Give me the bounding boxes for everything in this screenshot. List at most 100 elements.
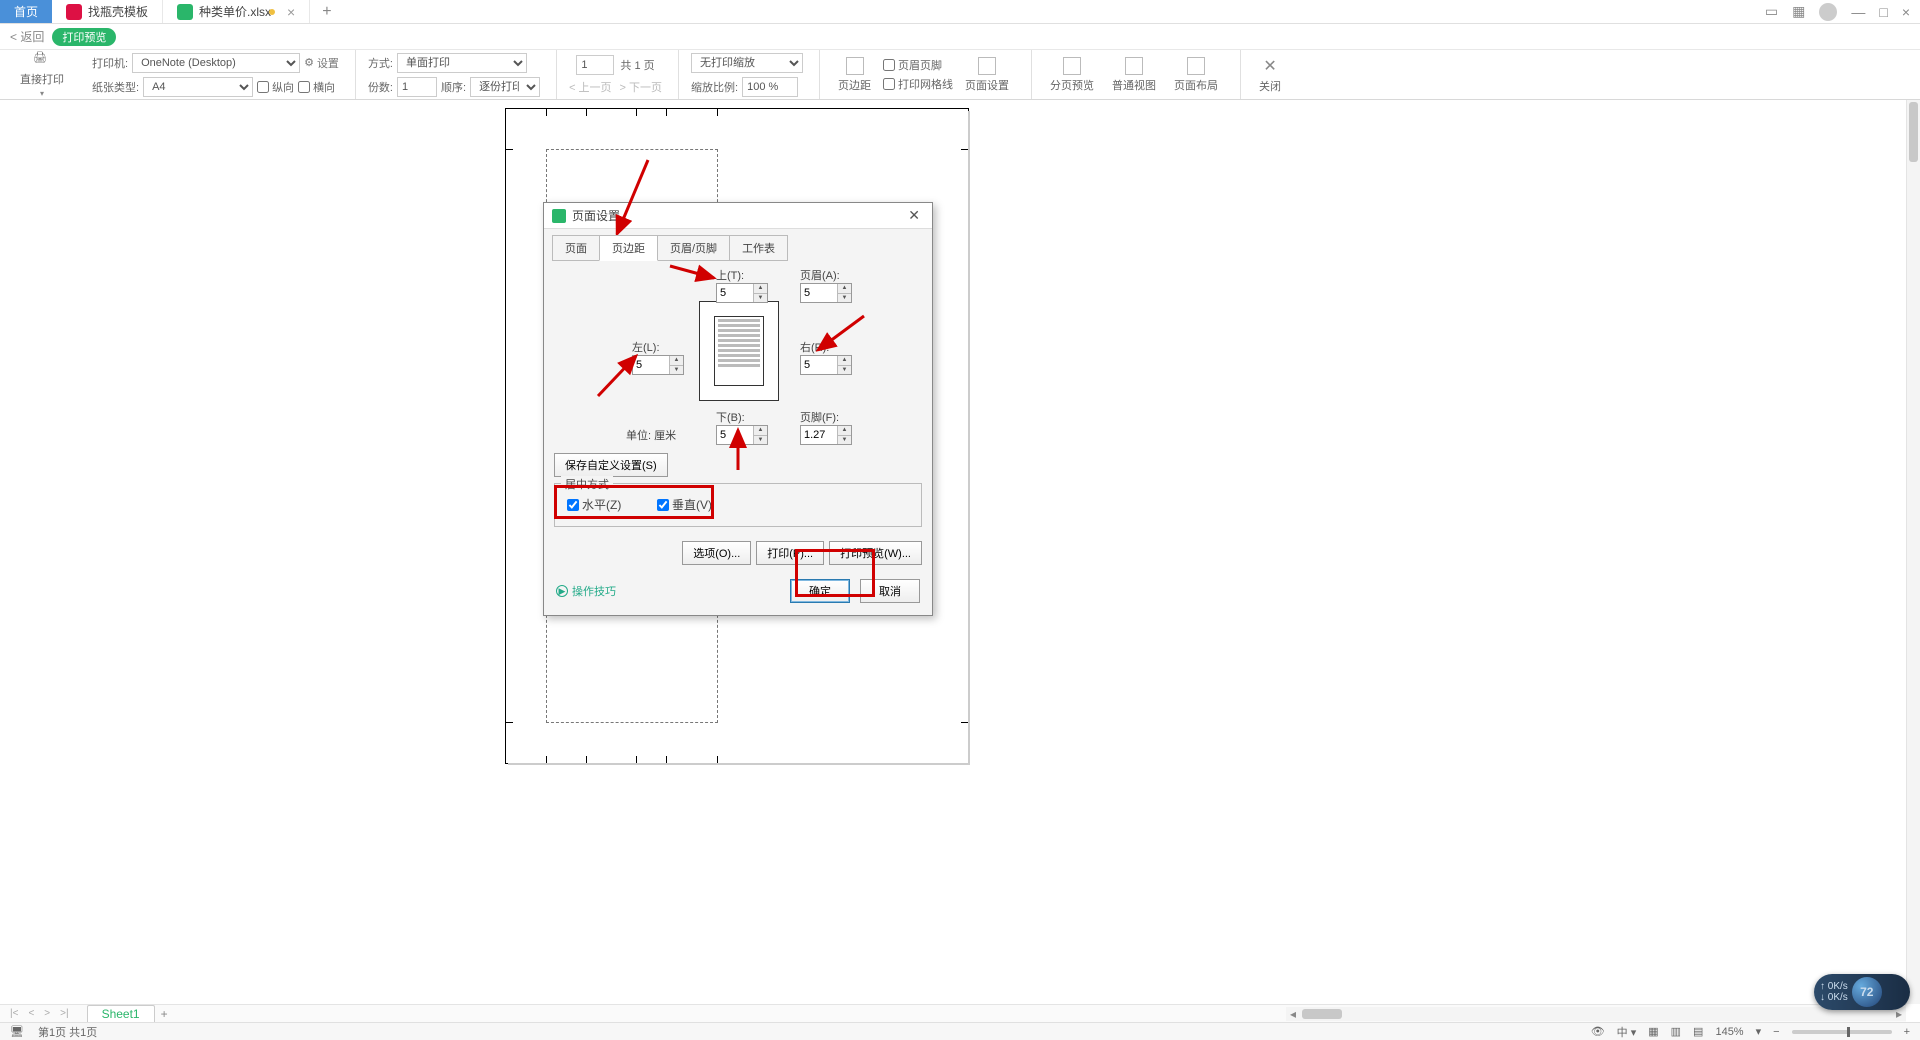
- vcenter-checkbox[interactable]: 垂直(V): [657, 496, 712, 513]
- titlebar: 首页 找瓶壳模板 种类单价.xlsx × + ▭ ▦ — □ ×: [0, 0, 1920, 24]
- left-spinner[interactable]: ▲▼: [632, 355, 684, 375]
- printer-icon: 🖨: [33, 51, 51, 69]
- page-input[interactable]: [576, 55, 614, 75]
- save-custom-button[interactable]: 保存自定义设置(S): [554, 453, 668, 477]
- grid-icon[interactable]: ▦: [1792, 3, 1805, 20]
- ime-icon[interactable]: 中 ▾: [1617, 1024, 1637, 1040]
- right-input[interactable]: [801, 356, 837, 374]
- top-spinner[interactable]: ▲▼: [716, 283, 768, 303]
- margin-preview: [699, 301, 779, 401]
- unsaved-dot: [269, 9, 275, 15]
- margins-icon: [846, 57, 864, 75]
- widget-speeds: ↑ 0K/s ↓ 0K/s: [1820, 981, 1848, 1003]
- app-icon-green: [177, 4, 193, 20]
- close-window-icon[interactable]: ×: [1902, 4, 1910, 20]
- sheet-tab[interactable]: Sheet1: [87, 1005, 155, 1022]
- zoom-in[interactable]: +: [1904, 1026, 1910, 1038]
- preview-area: [0, 100, 1906, 1004]
- tab-new[interactable]: +: [310, 0, 343, 23]
- sheet-nav[interactable]: |<<>>|: [0, 1008, 79, 1019]
- view3-icon[interactable]: ▤: [1693, 1025, 1703, 1038]
- sheet-bar: |<<>>| Sheet1 + ◂ ▸: [0, 1004, 1906, 1022]
- normalview-button[interactable]: 普通视图: [1106, 57, 1162, 93]
- maximize-icon[interactable]: □: [1879, 4, 1887, 20]
- headerfooter-checkbox[interactable]: 页眉页脚: [883, 57, 953, 73]
- tab-document-label: 种类单价.xlsx: [199, 3, 271, 20]
- cancel-button[interactable]: 取消: [860, 579, 920, 603]
- scale-input[interactable]: [742, 77, 798, 97]
- header-spinner[interactable]: ▲▼: [800, 283, 852, 303]
- normal-icon: [1125, 57, 1143, 75]
- view1-icon[interactable]: ▦: [1648, 1025, 1658, 1038]
- copies-label: 份数:: [368, 79, 393, 95]
- vertical-scrollbar[interactable]: [1906, 100, 1920, 1004]
- margins-button[interactable]: 页边距: [832, 57, 877, 93]
- tab-home-label: 首页: [14, 3, 38, 20]
- printer-select[interactable]: OneNote (Desktop): [132, 53, 300, 73]
- tips-link[interactable]: ▶操作技巧: [556, 583, 616, 599]
- layout-icon: [1187, 57, 1205, 75]
- tab-headerfooter[interactable]: 页眉/页脚: [657, 235, 730, 261]
- header-input[interactable]: [801, 284, 837, 302]
- sheet-add[interactable]: +: [161, 1007, 168, 1021]
- back-button[interactable]: < 返回: [10, 28, 44, 45]
- right-spinner[interactable]: ▲▼: [800, 355, 852, 375]
- minimize-icon[interactable]: —: [1851, 4, 1865, 20]
- page-setup-dialog: 页面设置 ✕ 页面 页边距 页眉/页脚 工作表 上(T): ▲▼ 页眉(A): …: [543, 202, 933, 616]
- printpreview-button[interactable]: 打印预览(W)...: [829, 541, 922, 565]
- dialog-titlebar[interactable]: 页面设置 ✕: [544, 203, 932, 229]
- tab-close-icon[interactable]: ×: [287, 4, 295, 20]
- bottom-input[interactable]: [717, 426, 753, 444]
- direct-print-button[interactable]: 🖨 直接打印 ▾: [14, 51, 70, 98]
- gridlines-checkbox[interactable]: 打印网格线: [883, 76, 953, 92]
- options-button[interactable]: 选项(O)...: [682, 541, 751, 565]
- pagebreak-icon: [1063, 57, 1081, 75]
- zoom-slider[interactable]: [1792, 1030, 1892, 1034]
- status-device-icon[interactable]: 🖥: [10, 1025, 24, 1038]
- tab-sheet[interactable]: 工作表: [729, 235, 788, 261]
- horizontal-scrollbar[interactable]: ◂ ▸: [1286, 1007, 1906, 1021]
- mode-select[interactable]: 单面打印: [397, 53, 527, 73]
- print-button[interactable]: 打印(P)...: [756, 541, 824, 565]
- settings-button[interactable]: ⚙ 设置: [304, 55, 339, 71]
- layout1-icon[interactable]: ▭: [1765, 3, 1778, 20]
- tab-templates[interactable]: 找瓶壳模板: [52, 0, 163, 23]
- dialog-title: 页面设置: [572, 207, 620, 224]
- scale-mode-select[interactable]: 无打印缩放: [691, 53, 803, 73]
- copies-input[interactable]: [397, 77, 437, 97]
- mode-pill: 打印预览: [52, 28, 116, 46]
- pagesetup-button[interactable]: 页面设置: [959, 57, 1015, 93]
- hcenter-checkbox[interactable]: 水平(Z): [567, 496, 621, 513]
- dialog-body: 上(T): ▲▼ 页眉(A): ▲▼ 左(L): ▲▼ 右(R): ▲▼ 下(B…: [544, 261, 932, 571]
- footer-input[interactable]: [801, 426, 837, 444]
- paper-select[interactable]: A4: [143, 77, 253, 97]
- vscroll-thumb[interactable]: [1909, 102, 1918, 162]
- dialog-tabs: 页面 页边距 页眉/页脚 工作表: [544, 229, 932, 261]
- bottom-spinner[interactable]: ▲▼: [716, 425, 768, 445]
- top-input[interactable]: [717, 284, 753, 302]
- prev-page-button[interactable]: < 上一页: [569, 79, 611, 95]
- order-label: 顺序:: [441, 79, 466, 95]
- footer-spinner[interactable]: ▲▼: [800, 425, 852, 445]
- zoom-out[interactable]: −: [1773, 1026, 1779, 1038]
- view2-icon[interactable]: ▥: [1671, 1025, 1681, 1038]
- hscroll-thumb[interactable]: [1302, 1009, 1342, 1019]
- tab-document[interactable]: 种类单价.xlsx ×: [163, 0, 310, 23]
- left-input[interactable]: [633, 356, 669, 374]
- pagebreak-button[interactable]: 分页预览: [1044, 57, 1100, 93]
- network-widget[interactable]: ↑ 0K/s ↓ 0K/s 72: [1814, 974, 1910, 1010]
- dialog-close-icon[interactable]: ✕: [904, 207, 924, 224]
- landscape-checkbox[interactable]: 横向: [298, 79, 335, 95]
- layout-button[interactable]: 页面布局: [1168, 57, 1224, 93]
- order-select[interactable]: 逐份打印: [470, 77, 540, 97]
- tab-margin[interactable]: 页边距: [599, 235, 658, 261]
- tab-home[interactable]: 首页: [0, 0, 52, 23]
- next-page-button[interactable]: > 下一页: [620, 79, 662, 95]
- close-preview-button[interactable]: ✕关闭: [1253, 56, 1287, 94]
- portrait-checkbox[interactable]: 纵向: [257, 79, 294, 95]
- ok-button[interactable]: 确定: [790, 579, 850, 603]
- tab-page[interactable]: 页面: [552, 235, 600, 261]
- eye-icon[interactable]: 👁: [1591, 1025, 1605, 1038]
- avatar-icon[interactable]: [1819, 3, 1837, 21]
- status-page: 第1页 共1页: [38, 1024, 97, 1040]
